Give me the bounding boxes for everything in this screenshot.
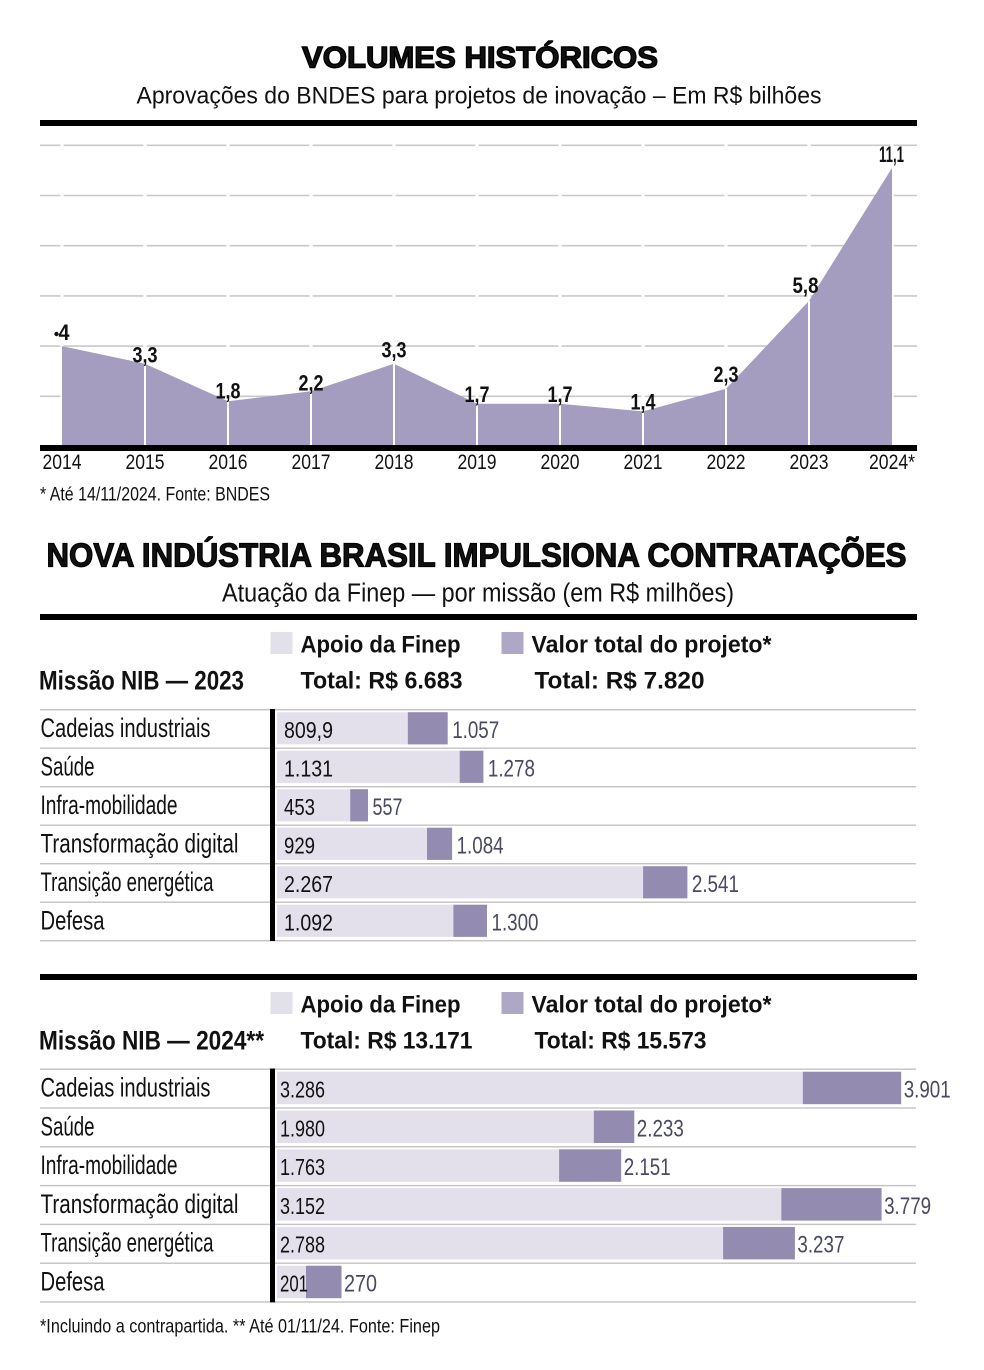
svg-text:Saúde: Saúde	[41, 752, 95, 782]
svg-text:2018: 2018	[375, 451, 414, 474]
svg-text:929: 929	[284, 833, 315, 859]
svg-text:Cadeias industriais: Cadeias industriais	[41, 713, 211, 743]
svg-text:2021: 2021	[624, 451, 663, 474]
svg-text:1.092: 1.092	[284, 910, 333, 936]
svg-text:Defesa: Defesa	[41, 906, 106, 936]
svg-text:1.084: 1.084	[457, 833, 504, 860]
svg-text:2.788: 2.788	[280, 1232, 325, 1258]
svg-text:1.763: 1.763	[280, 1154, 325, 1180]
svg-text:* Até 14/11/2024. Fonte: BNDES: * Até 14/11/2024. Fonte: BNDES	[40, 484, 270, 506]
svg-text:2015: 2015	[126, 451, 165, 474]
svg-text:1,7: 1,7	[548, 382, 573, 407]
svg-text:Total: R$ 7.820: Total: R$ 7.820	[535, 668, 705, 695]
svg-text:Apoio da Finep: Apoio da Finep	[301, 632, 461, 659]
svg-text:2.541: 2.541	[692, 871, 739, 898]
svg-text:1,4: 1,4	[631, 389, 657, 414]
svg-text:1.300: 1.300	[492, 910, 539, 937]
svg-text:3,3: 3,3	[133, 343, 158, 368]
svg-text:2,3: 2,3	[714, 362, 739, 387]
svg-text:Infra-mobilidade: Infra-mobilidade	[41, 790, 178, 820]
svg-text:453: 453	[284, 794, 315, 820]
svg-text:5,8: 5,8	[793, 273, 819, 298]
svg-text:Atuação da Finep — por missão: Atuação da Finep — por missão (em R$ mil…	[222, 580, 734, 608]
svg-text:Valor total do projeto*: Valor total do projeto*	[532, 992, 773, 1019]
svg-text:270: 270	[344, 1271, 377, 1298]
svg-text:Transformação digital: Transformação digital	[41, 1189, 239, 1219]
svg-text:2022: 2022	[707, 451, 746, 474]
svg-text:2.267: 2.267	[284, 871, 333, 897]
svg-text:3.286: 3.286	[280, 1077, 325, 1103]
svg-text:2024*: 2024*	[869, 451, 915, 474]
svg-text:Defesa: Defesa	[41, 1267, 106, 1297]
svg-text:Aprovações do BNDES para proje: Aprovações do BNDES para projetos de ino…	[137, 83, 822, 110]
svg-text:Infra-mobilidade: Infra-mobilidade	[41, 1150, 178, 1180]
svg-text:1.057: 1.057	[452, 717, 499, 744]
svg-text:Cadeias industriais: Cadeias industriais	[41, 1073, 211, 1103]
svg-text:2,2: 2,2	[299, 370, 324, 395]
svg-text:3.779: 3.779	[884, 1193, 931, 1220]
svg-text:809,9: 809,9	[284, 717, 333, 743]
svg-text:1,7: 1,7	[465, 382, 490, 407]
svg-text:2023: 2023	[790, 451, 829, 474]
svg-text:2017: 2017	[292, 451, 331, 474]
svg-text:Apoio da Finep: Apoio da Finep	[301, 992, 461, 1019]
svg-text:Saúde: Saúde	[41, 1111, 95, 1141]
svg-text:557: 557	[373, 794, 403, 821]
svg-text:Missão NIB — 2024**: Missão NIB — 2024**	[39, 1026, 264, 1056]
svg-text:*Incluindo a contrapartida. **: *Incluindo a contrapartida. ** Até 01/11…	[40, 1316, 440, 1338]
svg-text:2020: 2020	[541, 451, 580, 474]
svg-text:Total: R$ 6.683: Total: R$ 6.683	[301, 668, 463, 695]
svg-text:11,1: 11,1	[879, 142, 904, 167]
svg-text:201: 201	[280, 1271, 308, 1297]
svg-text:3.237: 3.237	[797, 1232, 844, 1259]
svg-text:3.152: 3.152	[280, 1193, 325, 1219]
svg-text:4: 4	[59, 320, 71, 345]
svg-text:1.980: 1.980	[280, 1115, 325, 1141]
svg-text:VOLUMES HISTÓRICOS: VOLUMES HISTÓRICOS	[302, 41, 658, 75]
svg-text:1.131: 1.131	[284, 756, 333, 782]
svg-text:2.151: 2.151	[624, 1154, 671, 1181]
svg-text:Transição energética: Transição energética	[41, 1228, 215, 1258]
svg-text:3,3: 3,3	[382, 338, 407, 363]
svg-text:Transformação digital: Transformação digital	[41, 829, 239, 859]
svg-text:1,8: 1,8	[216, 378, 241, 403]
svg-text:2014: 2014	[43, 451, 82, 474]
svg-text:Transição energética: Transição energética	[41, 867, 215, 897]
svg-text:Total: R$ 13.171: Total: R$ 13.171	[301, 1028, 473, 1055]
svg-text:2016: 2016	[209, 451, 248, 474]
svg-text:1.278: 1.278	[488, 756, 535, 783]
svg-text:2.233: 2.233	[637, 1115, 684, 1142]
svg-text:NOVA INDÚSTRIA BRASIL IMPULSIO: NOVA INDÚSTRIA BRASIL IMPULSIONA CONTRAT…	[47, 537, 907, 574]
svg-text:Total: R$ 15.573: Total: R$ 15.573	[535, 1028, 707, 1055]
svg-text:3.901: 3.901	[904, 1077, 951, 1104]
svg-text:Missão NIB — 2023: Missão NIB — 2023	[39, 666, 244, 696]
svg-text:Valor total do projeto*: Valor total do projeto*	[532, 632, 773, 659]
svg-text:2019: 2019	[458, 451, 497, 474]
